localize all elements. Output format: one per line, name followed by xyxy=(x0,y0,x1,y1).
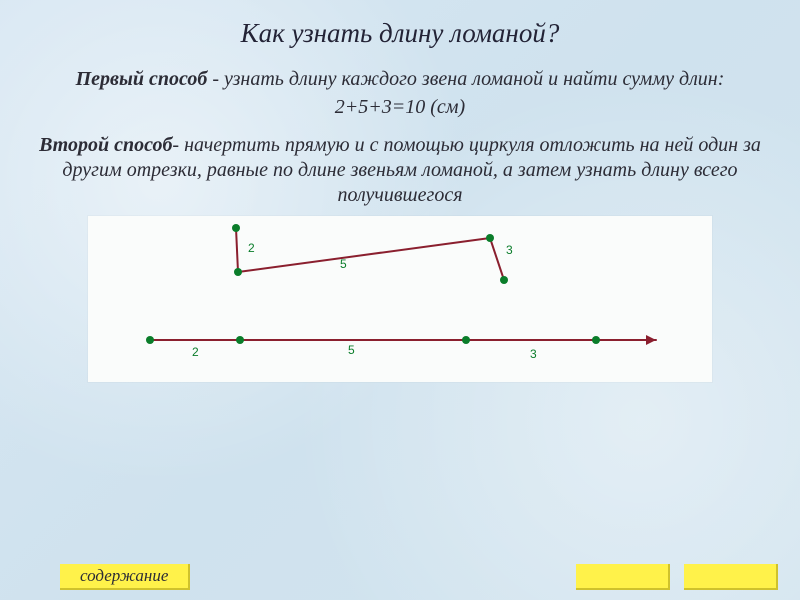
figure-panel: 2 5 3 2 5 3 xyxy=(88,216,712,382)
method2-intro: Второй способ xyxy=(39,134,172,156)
svg-text:5: 5 xyxy=(348,343,355,357)
figure-svg: 2 5 3 2 5 3 xyxy=(88,216,712,382)
method1-formula: 2+5+3=10 (см) xyxy=(34,96,766,119)
svg-text:3: 3 xyxy=(506,243,513,257)
method2-paragraph: Второй способ- начертить прямую и с помо… xyxy=(35,133,765,208)
svg-text:2: 2 xyxy=(192,345,199,359)
nav-prev-button[interactable] xyxy=(576,564,670,590)
method1-intro: Первый способ xyxy=(76,68,208,90)
method1-text: - узнать длину каждого звена ломаной и н… xyxy=(207,68,724,90)
svg-text:5: 5 xyxy=(340,257,347,271)
nav-buttons xyxy=(576,564,778,590)
method1-paragraph: Первый способ - узнать длину каждого зве… xyxy=(35,67,765,92)
nav-next-button[interactable] xyxy=(684,564,778,590)
svg-text:2: 2 xyxy=(248,241,255,255)
contents-button[interactable]: содержание xyxy=(60,564,190,590)
svg-text:3: 3 xyxy=(530,347,537,361)
page-title: Как узнать длину ломаной? xyxy=(34,18,766,49)
